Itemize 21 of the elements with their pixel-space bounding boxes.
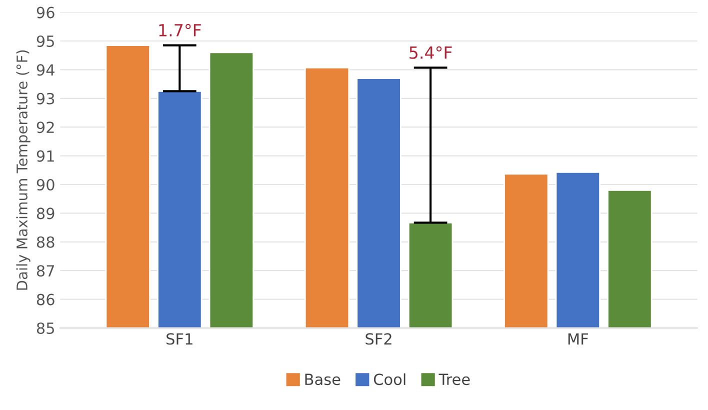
- y-tick-label: 94: [36, 64, 54, 76]
- y-tick-label: 86: [36, 294, 54, 306]
- y-axis-title: Daily Maximum Temperature (°F): [16, 50, 30, 290]
- annotation: 1.7°F: [159, 24, 201, 36]
- y-tick-label: 85: [36, 322, 54, 334]
- legend-label: Base: [305, 374, 340, 386]
- y-tick-label: 95: [36, 35, 54, 48]
- y-tick-label: 96: [36, 6, 54, 18]
- y-tick-label: 92: [36, 122, 54, 134]
- x-tick-label: SF1: [166, 333, 192, 345]
- y-tick-label: 93: [36, 92, 54, 104]
- legend-label: Cool: [374, 373, 406, 386]
- x-tick-label: SF2: [366, 333, 392, 345]
- x-tick-label: MF: [568, 333, 588, 344]
- legend-label: Tree: [438, 374, 470, 386]
- y-tick-label: 90: [36, 178, 54, 191]
- annotation: 5.4°F: [410, 46, 452, 59]
- y-tick-label: 88: [36, 236, 54, 248]
- y-tick-label: 89: [36, 208, 54, 220]
- y-tick-label: 91: [36, 150, 54, 162]
- y-tick-label: 87: [36, 265, 54, 277]
